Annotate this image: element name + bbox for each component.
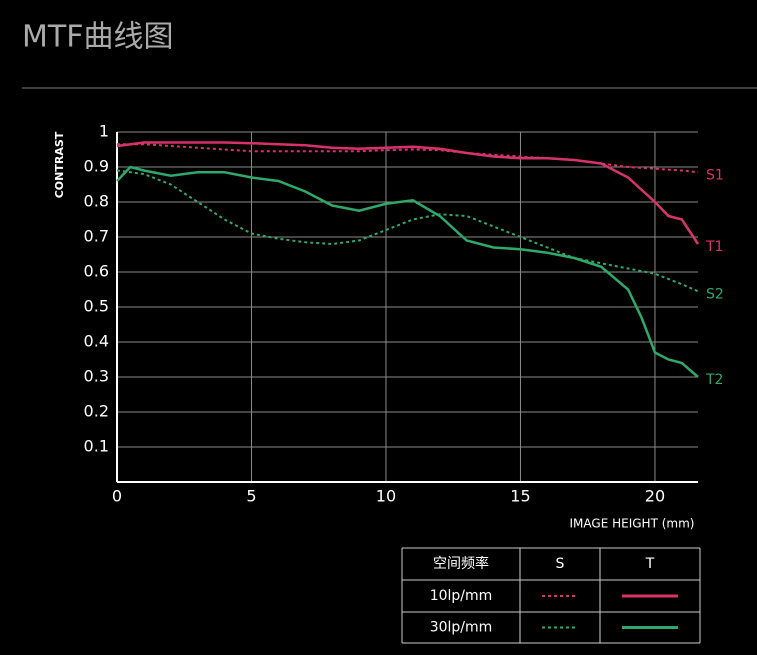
y-tick-label: 0.9: [84, 157, 109, 176]
x-tick-label: 0: [112, 487, 122, 506]
legend-row-label: 30lp/mm: [430, 620, 493, 636]
series-line: [116, 141, 700, 245]
chart-title: MTF曲线图: [22, 20, 173, 55]
series-end-label: T2: [705, 372, 723, 388]
x-tick-label: 20: [645, 487, 665, 506]
series-line: [116, 169, 699, 293]
legend-header: 空间频率: [433, 555, 489, 572]
y-tick-label: 0.2: [84, 402, 109, 421]
y-tick-label: 0.6: [84, 262, 109, 281]
series-end-label: S2: [706, 286, 724, 302]
series-line: [117, 143, 699, 174]
series-line: [116, 165, 699, 378]
x-axis-label: IMAGE HEIGHT (mm): [570, 517, 695, 531]
y-tick-label: 0.5: [84, 297, 109, 316]
y-tick-label: 1: [99, 122, 109, 141]
x-tick-label: 5: [246, 487, 256, 506]
y-axis-label: CONTRAST: [53, 131, 66, 198]
y-tick-label: 0.4: [84, 332, 109, 351]
y-tick-label: 0.7: [84, 227, 109, 246]
legend-header: T: [645, 556, 655, 572]
series-end-label: S1: [706, 167, 724, 183]
series-end-label: T1: [705, 239, 723, 255]
y-tick-label: 0.8: [84, 192, 109, 211]
legend-header: S: [556, 556, 565, 572]
y-tick-label: 0.3: [84, 367, 109, 386]
x-tick-label: 15: [510, 487, 530, 506]
legend-row-label: 10lp/mm: [430, 588, 493, 604]
y-tick-label: 0.1: [84, 437, 109, 456]
x-tick-label: 10: [376, 487, 396, 506]
